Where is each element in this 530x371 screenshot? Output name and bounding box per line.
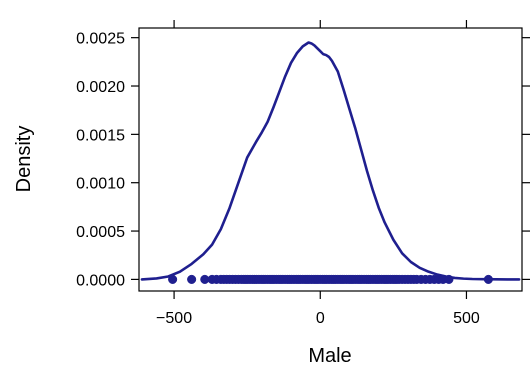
y-tick-label: 0.0005 — [76, 224, 125, 241]
density-curve — [140, 41, 521, 281]
y-tick-label: 0.0020 — [76, 79, 125, 96]
data-point — [444, 274, 454, 284]
y-tick-label: 0.0010 — [76, 176, 125, 193]
plot-frame — [138, 27, 523, 292]
axis-ticks — [131, 20, 530, 299]
data-point — [187, 274, 197, 284]
x-axis-title: Male — [308, 345, 351, 367]
x-tick-label: −500 — [156, 310, 192, 327]
y-tick-label: 0.0000 — [76, 272, 125, 289]
data-point — [483, 274, 493, 284]
axis-tick-labels: −500 0 500 0.0000 0.0005 0.0010 0.0015 0.0020 0.… — [76, 31, 480, 327]
data-point — [168, 274, 178, 284]
y-axis-title: Density — [13, 126, 35, 193]
series-layer — [140, 41, 521, 284]
y-tick-label: 0.0015 — [76, 127, 125, 144]
x-tick-label: 500 — [453, 310, 480, 327]
x-tick-label: 0 — [316, 310, 325, 327]
y-tick-label: 0.0025 — [76, 31, 125, 48]
